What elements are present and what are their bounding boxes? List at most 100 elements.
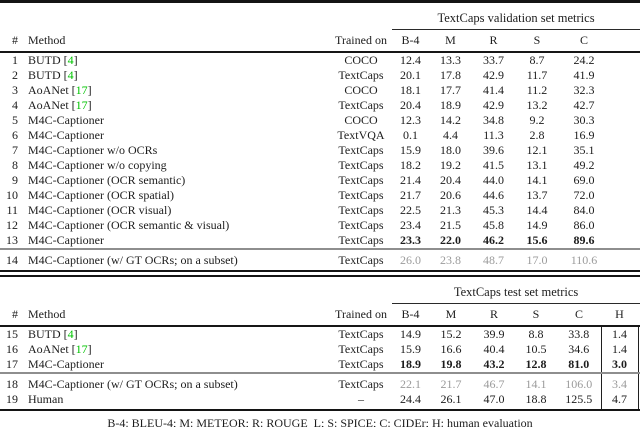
test-table: TextCaps test set metrics # Method Train… bbox=[0, 277, 640, 409]
metric-value: 17.0 bbox=[515, 248, 559, 270]
row-number: 13 bbox=[6, 233, 18, 247]
column-header-s: S bbox=[515, 303, 557, 327]
metric-value: 21.4 bbox=[400, 173, 421, 187]
trained-on-cell: COCO bbox=[344, 53, 378, 67]
metric-value: 15.2 bbox=[440, 327, 462, 341]
table-row: 9 M4C-Captioner (OCR semantic) TextCaps 21.… bbox=[0, 173, 640, 188]
row-number: 2 bbox=[12, 68, 18, 82]
metric-value: 8.8 bbox=[528, 327, 544, 341]
trained-on-cell: TextCaps bbox=[338, 327, 384, 341]
metric-value: 34.6 bbox=[568, 342, 590, 356]
test-table-frame: TextCaps test set metrics # Method Train… bbox=[0, 275, 640, 411]
citation-link[interactable]: 4 bbox=[67, 68, 74, 82]
metric-value: 110.6 bbox=[559, 248, 609, 270]
metric-value: 39.9 bbox=[483, 327, 505, 341]
method-cell: M4C-Captioner (w/ GT OCRs; on a subset) bbox=[20, 248, 330, 270]
metric-value: 40.4 bbox=[483, 342, 505, 356]
metric-value: 69.0 bbox=[573, 173, 595, 187]
metric-value: 33.8 bbox=[568, 327, 590, 341]
column-header-method: Method bbox=[20, 303, 330, 327]
citation-link[interactable]: 4 bbox=[67, 327, 74, 341]
method-cell: M4C-Captioner (w/ GT OCRs; on a subset) bbox=[20, 372, 330, 392]
metric-value: 1.4 bbox=[600, 342, 639, 357]
method-cell: M4C-Captioner bbox=[28, 128, 104, 142]
trained-on-cell: TextCaps bbox=[338, 218, 384, 232]
metric-value: 24.4 bbox=[400, 392, 421, 406]
metric-value: 4.4 bbox=[443, 128, 458, 142]
citation-link[interactable]: 17 bbox=[75, 83, 88, 97]
metric-abbreviations-footnote: B-4: BLEU-4; M: METEOR; R: ROUGE_L; S: S… bbox=[107, 416, 533, 427]
method-cell: M4C-Captioner (OCR spatial) bbox=[28, 188, 174, 202]
spacer-cell bbox=[609, 173, 640, 188]
metric-value: 2.8 bbox=[529, 128, 545, 142]
metric-value: 32.3 bbox=[573, 83, 595, 97]
metric-value: 41.9 bbox=[573, 68, 595, 82]
row-number: 3 bbox=[12, 83, 18, 97]
metric-value: 22.0 bbox=[440, 233, 461, 247]
column-header-trained-on: Trained on bbox=[330, 29, 392, 53]
metric-value: 21.7 bbox=[400, 188, 421, 202]
table-row: 13 M4C-Captioner TextCaps 23.3 22.0 46.2 15.6 8… bbox=[0, 233, 640, 249]
metric-value: 30.3 bbox=[573, 113, 595, 127]
table-row: 4 AoANet [17] TextCaps 20.4 18.9 42.9 13.2 42.7 bbox=[0, 98, 640, 113]
metric-value: 20.1 bbox=[400, 68, 421, 82]
table-row: 3 AoANet [17] COCO 18.1 17.7 41.4 11.2 32.3 bbox=[0, 83, 640, 98]
column-header-b4: B-4 bbox=[392, 303, 429, 327]
metric-value: 8.7 bbox=[529, 53, 545, 67]
metric-value: 45.8 bbox=[483, 218, 504, 232]
metric-value: 12.4 bbox=[400, 53, 421, 67]
trained-on-cell: TextCaps bbox=[338, 143, 384, 157]
trained-on-cell: TextCaps bbox=[338, 188, 384, 202]
metric-value: 14.9 bbox=[526, 218, 548, 232]
metric-value: 14.2 bbox=[440, 113, 461, 127]
validation-table-frame: TextCaps validation set metrics # Method… bbox=[0, 0, 640, 272]
column-header-h: H bbox=[601, 303, 638, 327]
metric-value: 24.2 bbox=[573, 53, 595, 67]
method-cell: M4C-Captioner (OCR semantic & visual) bbox=[28, 218, 230, 232]
metric-value: 4.7 bbox=[600, 392, 639, 409]
trained-on-cell: TextCaps bbox=[338, 357, 384, 371]
method-cell: M4C-Captioner bbox=[28, 357, 104, 371]
metric-value: 20.4 bbox=[400, 98, 421, 112]
row-number: 18 bbox=[0, 372, 20, 392]
trained-on-cell: TextCaps bbox=[338, 158, 384, 172]
metric-value: 16.9 bbox=[573, 128, 595, 142]
column-header-num: # bbox=[0, 29, 20, 53]
table-row: 15 BUTD [4] TextCaps 14.9 15.2 39.9 8.8 33.8 1.4 bbox=[0, 326, 640, 342]
metric-value: 16.6 bbox=[440, 342, 462, 356]
row-number: 14 bbox=[0, 248, 20, 270]
trained-on-cell: TextCaps bbox=[330, 248, 392, 270]
group-header-row: TextCaps validation set metrics bbox=[0, 3, 640, 30]
row-number: 1 bbox=[12, 53, 18, 67]
citation-link[interactable]: 4 bbox=[67, 53, 74, 67]
metric-value: 81.0 bbox=[568, 357, 590, 371]
table-row: 1 BUTD [4] COCO 12.4 13.3 33.7 8.7 24.2 bbox=[0, 52, 640, 68]
row-number: 19 bbox=[6, 392, 18, 406]
validation-subset-rows: 14 M4C-Captioner (w/ GT OCRs; on a subset… bbox=[0, 248, 640, 270]
metric-value: 13.1 bbox=[526, 158, 548, 172]
table-row: 7 M4C-Captioner w/o OCRs TextCaps 15.9 18.0 3… bbox=[0, 143, 640, 158]
spacer-cell bbox=[609, 128, 640, 143]
method-cell: M4C-Captioner (OCR visual) bbox=[28, 203, 172, 217]
trained-on-cell: TextCaps bbox=[338, 173, 384, 187]
table-row: 14 M4C-Captioner (w/ GT OCRs; on a subset… bbox=[0, 248, 640, 270]
row-number: 6 bbox=[12, 128, 18, 142]
metric-value: 49.2 bbox=[573, 158, 595, 172]
metric-value: 44.0 bbox=[483, 173, 504, 187]
metric-value: 44.6 bbox=[483, 188, 504, 202]
metric-value: 3.0 bbox=[600, 357, 639, 373]
column-header-m: M bbox=[429, 29, 472, 53]
citation-link[interactable]: 17 bbox=[75, 98, 88, 112]
metric-value: 18.8 bbox=[525, 392, 547, 406]
metric-value: 23.4 bbox=[400, 218, 421, 232]
metric-value: 15.6 bbox=[526, 233, 548, 247]
table-row: 5 M4C-Captioner COCO 12.3 14.2 34.8 9.2 30.3 bbox=[0, 113, 640, 128]
table-row: 17 M4C-Captioner TextCaps 18.9 19.8 43.2 12.8 8… bbox=[0, 357, 640, 373]
metric-value: 13.2 bbox=[526, 98, 548, 112]
metric-value: 21.5 bbox=[440, 218, 461, 232]
metric-value: 14.4 bbox=[526, 203, 548, 217]
citation-link[interactable]: 17 bbox=[75, 342, 88, 356]
metric-value: 15.9 bbox=[400, 342, 421, 356]
spacer-cell bbox=[609, 113, 640, 128]
